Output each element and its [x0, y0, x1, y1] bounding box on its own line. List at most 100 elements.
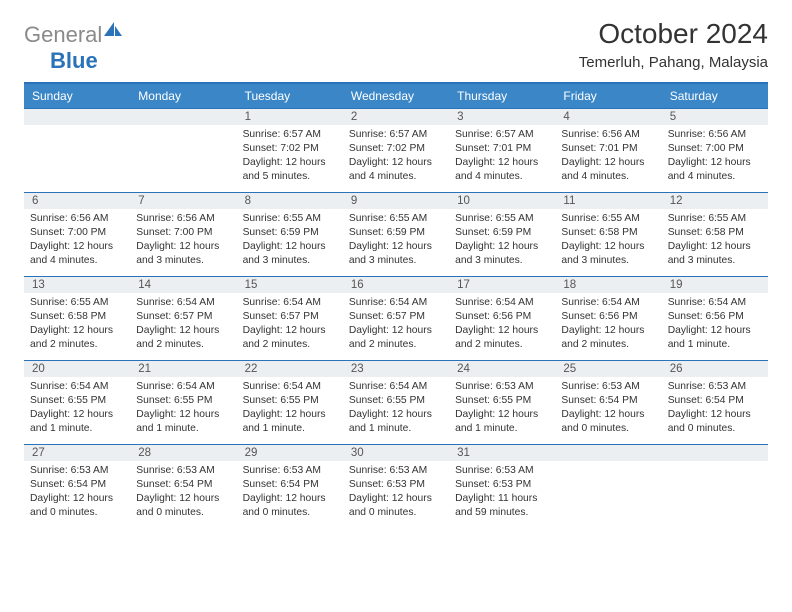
sunrise-text: Sunrise: 6:53 AM	[455, 464, 549, 478]
day-cell: 10Sunrise: 6:55 AMSunset: 6:59 PMDayligh…	[449, 193, 555, 276]
sunset-text: Sunset: 6:56 PM	[668, 310, 762, 324]
day-cell: 29Sunrise: 6:53 AMSunset: 6:54 PMDayligh…	[237, 445, 343, 528]
day-details: Sunrise: 6:53 AMSunset: 6:54 PMDaylight:…	[555, 377, 661, 442]
sunset-text: Sunset: 6:54 PM	[30, 478, 124, 492]
daylight-text: Daylight: 12 hours and 4 minutes.	[30, 240, 124, 268]
daylight-text: Daylight: 12 hours and 2 minutes.	[455, 324, 549, 352]
logo: General Blue	[24, 22, 124, 74]
day-details: Sunrise: 6:56 AMSunset: 7:00 PMDaylight:…	[24, 209, 130, 274]
day-details: Sunrise: 6:56 AMSunset: 7:01 PMDaylight:…	[555, 125, 661, 190]
sunset-text: Sunset: 7:01 PM	[561, 142, 655, 156]
daylight-text: Daylight: 12 hours and 2 minutes.	[30, 324, 124, 352]
daylight-text: Daylight: 12 hours and 3 minutes.	[668, 240, 762, 268]
week-row: 27Sunrise: 6:53 AMSunset: 6:54 PMDayligh…	[24, 444, 768, 528]
daylight-text: Daylight: 12 hours and 2 minutes.	[561, 324, 655, 352]
daylight-text: Daylight: 12 hours and 4 minutes.	[561, 156, 655, 184]
day-cell: 6Sunrise: 6:56 AMSunset: 7:00 PMDaylight…	[24, 193, 130, 276]
day-number: 22	[237, 361, 343, 377]
sunrise-text: Sunrise: 6:57 AM	[349, 128, 443, 142]
sunrise-text: Sunrise: 6:57 AM	[243, 128, 337, 142]
day-cell: 13Sunrise: 6:55 AMSunset: 6:58 PMDayligh…	[24, 277, 130, 360]
month-title: October 2024	[579, 18, 768, 50]
sunrise-text: Sunrise: 6:53 AM	[455, 380, 549, 394]
daylight-text: Daylight: 12 hours and 5 minutes.	[243, 156, 337, 184]
week-row: 1Sunrise: 6:57 AMSunset: 7:02 PMDaylight…	[24, 108, 768, 192]
day-cell: 7Sunrise: 6:56 AMSunset: 7:00 PMDaylight…	[130, 193, 236, 276]
daylight-text: Daylight: 12 hours and 4 minutes.	[349, 156, 443, 184]
daylight-text: Daylight: 12 hours and 3 minutes.	[136, 240, 230, 268]
sunrise-text: Sunrise: 6:56 AM	[561, 128, 655, 142]
daylight-text: Daylight: 12 hours and 0 minutes.	[136, 492, 230, 520]
day-number: 13	[24, 277, 130, 293]
day-details	[555, 461, 661, 470]
day-details: Sunrise: 6:54 AMSunset: 6:56 PMDaylight:…	[662, 293, 768, 358]
day-cell: 20Sunrise: 6:54 AMSunset: 6:55 PMDayligh…	[24, 361, 130, 444]
day-number: 24	[449, 361, 555, 377]
daylight-text: Daylight: 12 hours and 3 minutes.	[349, 240, 443, 268]
day-details: Sunrise: 6:55 AMSunset: 6:58 PMDaylight:…	[555, 209, 661, 274]
weekday-header-row: SundayMondayTuesdayWednesdayThursdayFrid…	[24, 84, 768, 108]
day-cell	[130, 109, 236, 192]
week-row: 6Sunrise: 6:56 AMSunset: 7:00 PMDaylight…	[24, 192, 768, 276]
day-details: Sunrise: 6:56 AMSunset: 7:00 PMDaylight:…	[662, 125, 768, 190]
day-number: 16	[343, 277, 449, 293]
day-details: Sunrise: 6:54 AMSunset: 6:57 PMDaylight:…	[130, 293, 236, 358]
day-number: 25	[555, 361, 661, 377]
header: General Blue October 2024 Temerluh, Paha…	[24, 18, 768, 74]
day-number: 27	[24, 445, 130, 461]
day-cell	[662, 445, 768, 528]
day-number	[555, 445, 661, 461]
location-label: Temerluh, Pahang, Malaysia	[579, 54, 768, 71]
sunrise-text: Sunrise: 6:57 AM	[455, 128, 549, 142]
sunrise-text: Sunrise: 6:53 AM	[561, 380, 655, 394]
sunrise-text: Sunrise: 6:54 AM	[349, 296, 443, 310]
day-cell: 23Sunrise: 6:54 AMSunset: 6:55 PMDayligh…	[343, 361, 449, 444]
sunset-text: Sunset: 6:57 PM	[136, 310, 230, 324]
calendar: SundayMondayTuesdayWednesdayThursdayFrid…	[24, 82, 768, 528]
day-number: 7	[130, 193, 236, 209]
daylight-text: Daylight: 12 hours and 1 minute.	[136, 408, 230, 436]
day-cell: 3Sunrise: 6:57 AMSunset: 7:01 PMDaylight…	[449, 109, 555, 192]
weekday-header: Monday	[130, 84, 236, 108]
sunset-text: Sunset: 7:00 PM	[668, 142, 762, 156]
day-details: Sunrise: 6:54 AMSunset: 6:55 PMDaylight:…	[343, 377, 449, 442]
day-details: Sunrise: 6:54 AMSunset: 6:57 PMDaylight:…	[237, 293, 343, 358]
day-details: Sunrise: 6:53 AMSunset: 6:54 PMDaylight:…	[662, 377, 768, 442]
sunrise-text: Sunrise: 6:56 AM	[668, 128, 762, 142]
sunset-text: Sunset: 7:02 PM	[243, 142, 337, 156]
daylight-text: Daylight: 12 hours and 0 minutes.	[243, 492, 337, 520]
sunrise-text: Sunrise: 6:55 AM	[243, 212, 337, 226]
day-number: 8	[237, 193, 343, 209]
sunset-text: Sunset: 6:59 PM	[243, 226, 337, 240]
day-details: Sunrise: 6:55 AMSunset: 6:58 PMDaylight:…	[24, 293, 130, 358]
week-row: 20Sunrise: 6:54 AMSunset: 6:55 PMDayligh…	[24, 360, 768, 444]
sunset-text: Sunset: 6:56 PM	[561, 310, 655, 324]
sunset-text: Sunset: 6:56 PM	[455, 310, 549, 324]
daylight-text: Daylight: 12 hours and 0 minutes.	[30, 492, 124, 520]
daylight-text: Daylight: 12 hours and 1 minute.	[349, 408, 443, 436]
day-number: 29	[237, 445, 343, 461]
sunrise-text: Sunrise: 6:55 AM	[349, 212, 443, 226]
day-details: Sunrise: 6:54 AMSunset: 6:55 PMDaylight:…	[24, 377, 130, 442]
day-number: 15	[237, 277, 343, 293]
day-number: 1	[237, 109, 343, 125]
daylight-text: Daylight: 12 hours and 0 minutes.	[349, 492, 443, 520]
weekday-header: Sunday	[24, 84, 130, 108]
day-cell: 16Sunrise: 6:54 AMSunset: 6:57 PMDayligh…	[343, 277, 449, 360]
day-cell: 17Sunrise: 6:54 AMSunset: 6:56 PMDayligh…	[449, 277, 555, 360]
day-details: Sunrise: 6:57 AMSunset: 7:02 PMDaylight:…	[343, 125, 449, 190]
sunrise-text: Sunrise: 6:53 AM	[136, 464, 230, 478]
day-details: Sunrise: 6:54 AMSunset: 6:55 PMDaylight:…	[237, 377, 343, 442]
daylight-text: Daylight: 12 hours and 4 minutes.	[455, 156, 549, 184]
day-number: 19	[662, 277, 768, 293]
day-number: 5	[662, 109, 768, 125]
daylight-text: Daylight: 12 hours and 1 minute.	[668, 324, 762, 352]
sunrise-text: Sunrise: 6:53 AM	[243, 464, 337, 478]
sunrise-text: Sunrise: 6:54 AM	[243, 296, 337, 310]
day-details	[662, 461, 768, 470]
day-cell: 19Sunrise: 6:54 AMSunset: 6:56 PMDayligh…	[662, 277, 768, 360]
day-details: Sunrise: 6:53 AMSunset: 6:54 PMDaylight:…	[237, 461, 343, 526]
day-details: Sunrise: 6:54 AMSunset: 6:56 PMDaylight:…	[555, 293, 661, 358]
day-number: 28	[130, 445, 236, 461]
weekday-header: Friday	[555, 84, 661, 108]
